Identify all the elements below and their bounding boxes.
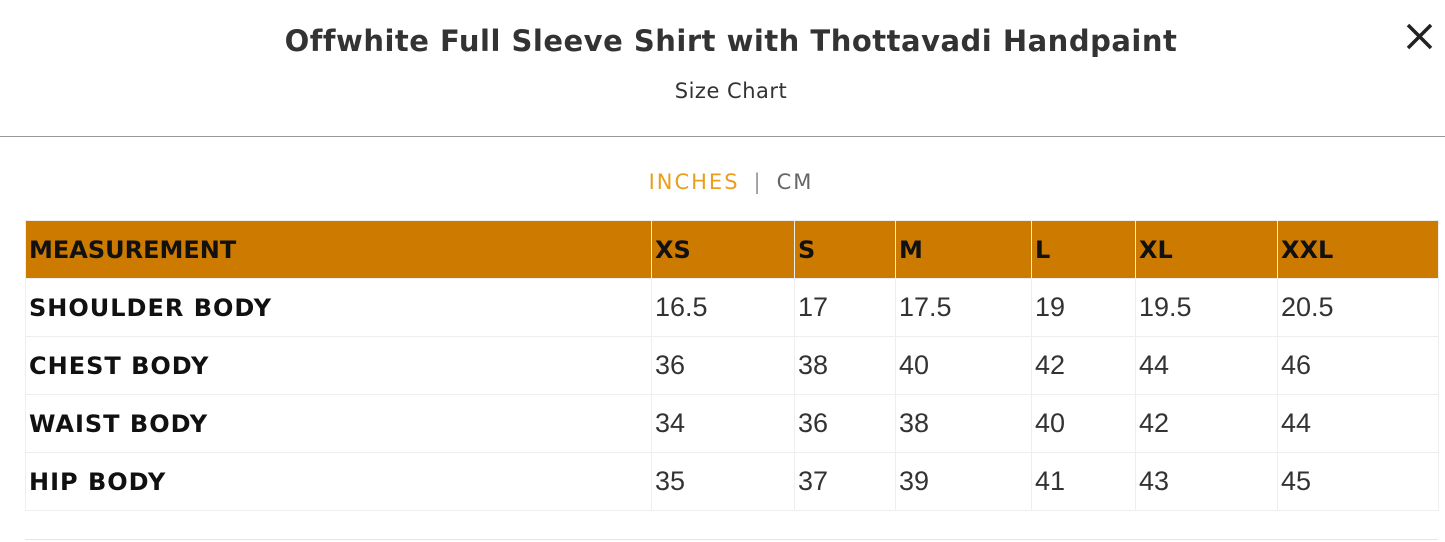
cell: 44 — [1135, 336, 1278, 395]
cell: 35 — [651, 452, 795, 511]
divider — [25, 539, 1438, 540]
cell: 36 — [651, 336, 795, 395]
cell: 34 — [651, 394, 795, 453]
column-header: XXL — [1277, 220, 1439, 279]
cell: 45 — [1277, 452, 1439, 511]
row-label: HIP BODY — [25, 452, 652, 511]
column-header: M — [895, 220, 1032, 279]
subtitle: Size Chart — [674, 79, 788, 103]
row-label: SHOULDER BODY — [25, 278, 652, 337]
cell: 39 — [895, 452, 1032, 511]
cell: 36 — [794, 394, 896, 453]
row-label: WAIST BODY — [25, 394, 652, 453]
column-header: XS — [651, 220, 795, 279]
column-header: XL — [1135, 220, 1278, 279]
size-table: MEASUREMENT XS S M L XL XXL SHOULDER BODY 16.5 1… — [25, 220, 1439, 511]
cell: 37 — [794, 452, 896, 511]
column-header: L — [1031, 220, 1136, 279]
column-header: MEASUREMENT — [25, 220, 652, 279]
table-row: SHOULDER BODY 16.5 17 17.5 19 19.5 20.5 — [25, 278, 1439, 337]
unit-toggle: INCHES | CM — [0, 170, 1445, 194]
cell: 20.5 — [1277, 278, 1439, 337]
table-row: CHEST BODY 36 38 40 42 44 46 — [25, 336, 1439, 395]
cell: 43 — [1135, 452, 1278, 511]
cell: 40 — [1031, 394, 1136, 453]
separator: | — [753, 170, 763, 194]
cell: 41 — [1031, 452, 1136, 511]
cell: 19.5 — [1135, 278, 1278, 337]
column-header: S — [794, 220, 896, 279]
close-button[interactable] — [1400, 16, 1440, 56]
title: Offwhite Full Sleeve Shirt with Thottava… — [284, 24, 1178, 58]
cell: 17.5 — [895, 278, 1032, 337]
cell: 19 — [1031, 278, 1136, 337]
cell: 38 — [794, 336, 896, 395]
header-row: MEASUREMENT XS S M L XL XXL — [25, 220, 1439, 279]
row-label: CHEST BODY — [25, 336, 652, 395]
table-row: WAIST BODY 34 36 38 40 42 44 — [25, 394, 1439, 453]
cell: 40 — [895, 336, 1032, 395]
cell: 44 — [1277, 394, 1439, 453]
cell: 46 — [1277, 336, 1439, 395]
cell: 38 — [895, 394, 1032, 453]
cell: 42 — [1135, 394, 1278, 453]
cell: 17 — [794, 278, 896, 337]
divider — [0, 136, 1445, 137]
unit-option[interactable]: INCHES — [648, 170, 740, 194]
cell: 16.5 — [651, 278, 795, 337]
unit-option[interactable]: CM — [776, 170, 814, 194]
cell: 42 — [1031, 336, 1136, 395]
table-row: HIP BODY 35 37 39 41 43 45 — [25, 452, 1439, 511]
